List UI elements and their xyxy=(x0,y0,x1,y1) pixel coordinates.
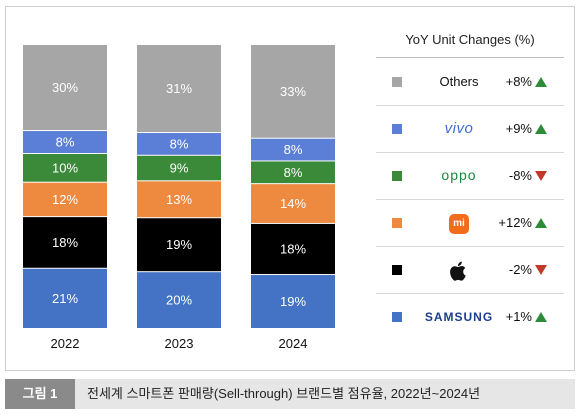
vivo-logo: vivo xyxy=(444,120,474,137)
trend-arrow-icon xyxy=(535,171,547,181)
legend-swatch xyxy=(392,124,402,134)
data-label: 18% xyxy=(52,235,78,250)
bar-segment-vivo-2023 xyxy=(137,133,221,155)
legend-brand-mi: mi xyxy=(410,199,508,246)
caption-text: 전세계 스마트폰 판매량(Sell-through) 브랜드별 점유율, 202… xyxy=(87,386,481,401)
data-label: 21% xyxy=(52,291,78,306)
data-label: 31% xyxy=(166,81,192,96)
legend-brand-others: Others xyxy=(439,74,479,89)
bar-segment-samsung-2022 xyxy=(23,268,107,328)
trend-arrow-icon xyxy=(535,312,547,322)
legend-brand-samsung: SAMSUNG xyxy=(410,293,508,340)
data-label: 8% xyxy=(284,165,303,180)
data-label: 13% xyxy=(166,192,192,207)
legend-brand-oppo: oppo xyxy=(410,152,508,199)
bar-segment-samsung-2023 xyxy=(137,272,221,328)
data-label: 12% xyxy=(52,192,78,207)
legend-row-others: Others +8% xyxy=(376,58,564,106)
legend-row-apple: -2% xyxy=(376,246,564,294)
trend-arrow-icon xyxy=(535,77,547,87)
bar-segment-mi-2023 xyxy=(137,181,221,218)
legend-swatch xyxy=(392,312,402,322)
legend-swatch xyxy=(392,265,402,275)
bar-segment-others-2024 xyxy=(251,45,335,138)
x-tick-label: 2024 xyxy=(279,336,308,351)
x-tick-label: 2023 xyxy=(165,336,194,351)
trend-arrow-icon xyxy=(535,265,547,275)
data-label: 19% xyxy=(166,237,192,252)
bar-segment-apple-2024 xyxy=(251,223,335,275)
trend-arrow-icon xyxy=(535,124,547,134)
data-label: 9% xyxy=(170,161,189,176)
data-label: 10% xyxy=(52,160,78,175)
apple-logo-icon xyxy=(450,261,466,281)
bar-segment-vivo-2022 xyxy=(23,131,107,154)
data-label: 20% xyxy=(166,293,192,308)
bar-segment-apple-2023 xyxy=(137,218,221,272)
bar-segment-mi-2024 xyxy=(251,184,335,223)
legend-brand-vivo: vivo xyxy=(410,105,508,152)
bar-segment-others-2023 xyxy=(137,45,221,133)
data-label: 14% xyxy=(280,196,306,211)
bar-segment-oppo-2022 xyxy=(23,154,107,182)
legend-title: YoY Unit Changes (%) xyxy=(376,23,564,58)
bar-segment-samsung-2024 xyxy=(251,275,335,328)
legend-change: -2% xyxy=(508,262,532,277)
legend-swatch xyxy=(392,77,402,87)
oppo-logo: oppo xyxy=(441,167,477,183)
data-label: 8% xyxy=(170,136,189,151)
legend-swatch xyxy=(392,171,402,181)
x-tick-label: 2022 xyxy=(51,336,80,351)
bar-segment-vivo-2024 xyxy=(251,138,335,161)
figure-label: 그림 1 xyxy=(5,379,75,409)
legend-row-samsung: SAMSUNG +1% xyxy=(376,293,564,340)
legend-panel: YoY Unit Changes (%) Others +8% vivo +9%… xyxy=(376,23,564,351)
xiaomi-logo: mi xyxy=(449,213,469,234)
chart-frame: 21% 18% 12% 10% 8% 30% 2022 20% 19% 13% 9% 8% 31% 202… xyxy=(5,6,575,371)
legend-change: +9% xyxy=(505,121,532,136)
bar-segment-mi-2022 xyxy=(23,182,107,217)
data-label: 18% xyxy=(280,241,306,256)
legend-row-oppo: oppo -8% xyxy=(376,152,564,200)
legend-row-mi: mi +12% xyxy=(376,199,564,247)
bar-segment-oppo-2024 xyxy=(251,161,335,184)
bar-segment-oppo-2023 xyxy=(137,155,221,181)
data-label: 8% xyxy=(56,135,75,150)
stacked-bar-chart: 21% 18% 12% 10% 8% 30% 2022 20% 19% 13% 9% 8% 31% 202… xyxy=(23,45,335,351)
data-label: 19% xyxy=(280,294,306,309)
bar-segment-apple-2022 xyxy=(23,217,107,268)
legend-swatch xyxy=(392,218,402,228)
legend-change: -8% xyxy=(508,168,532,183)
data-label: 8% xyxy=(284,142,303,157)
data-label: 33% xyxy=(280,84,306,99)
legend-change: +12% xyxy=(498,215,532,230)
bar-segment-others-2022 xyxy=(23,45,107,131)
data-label: 30% xyxy=(52,80,78,95)
legend-row-vivo: vivo +9% xyxy=(376,105,564,153)
figure-caption: 그림 1 전세계 스마트폰 판매량(Sell-through) 브랜드별 점유율… xyxy=(5,379,575,409)
legend-change: +8% xyxy=(505,74,532,89)
trend-arrow-icon xyxy=(535,218,547,228)
legend-change: +1% xyxy=(505,309,532,324)
samsung-logo: SAMSUNG xyxy=(424,310,494,324)
legend-brand-apple xyxy=(410,246,508,293)
